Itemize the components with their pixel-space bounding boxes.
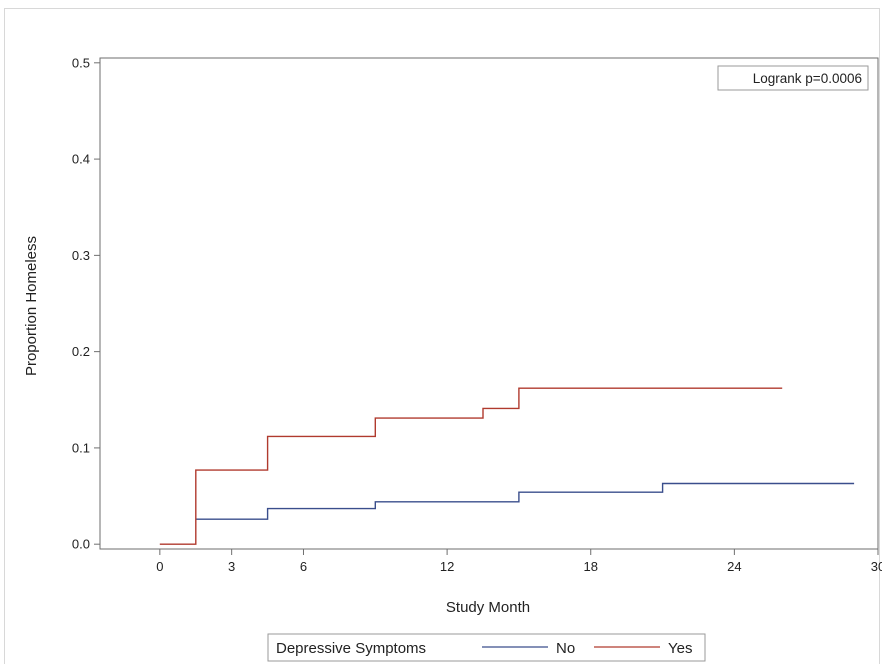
y-axis-title: Proportion Homeless — [23, 236, 40, 376]
x-tick-label: 3 — [228, 559, 235, 574]
y-tick-label: 0.4 — [72, 152, 90, 167]
x-tick-label: 18 — [584, 559, 598, 574]
y-tick-label: 0.2 — [72, 344, 90, 359]
logrank-annotation-box — [717, 65, 869, 91]
x-axis-title: Study Month — [446, 599, 530, 616]
logrank-annotation: Logrank p=0.0006 — [753, 71, 862, 86]
y-tick-label: 0.0 — [72, 537, 90, 552]
x-tick-label: 24 — [727, 559, 741, 574]
y-tick-label: 0.5 — [72, 55, 90, 70]
legend-title: Depressive Symptoms — [276, 640, 426, 657]
legend: Depressive Symptoms No Yes — [267, 633, 706, 662]
series-line-yes — [159, 387, 783, 545]
series-line-no — [195, 482, 855, 520]
x-tick-label: 0 — [156, 559, 163, 574]
figure-frame — [4, 8, 880, 664]
y-tick-label: 0.1 — [72, 440, 90, 455]
y-tick-label: 0.3 — [72, 248, 90, 263]
x-tick-label: 30 — [871, 559, 882, 574]
plot-area-frame — [99, 57, 879, 550]
legend-label-no: No — [556, 640, 575, 657]
legend-label-yes: Yes — [668, 640, 692, 657]
x-tick-label: 12 — [440, 559, 454, 574]
x-tick-label: 6 — [300, 559, 307, 574]
